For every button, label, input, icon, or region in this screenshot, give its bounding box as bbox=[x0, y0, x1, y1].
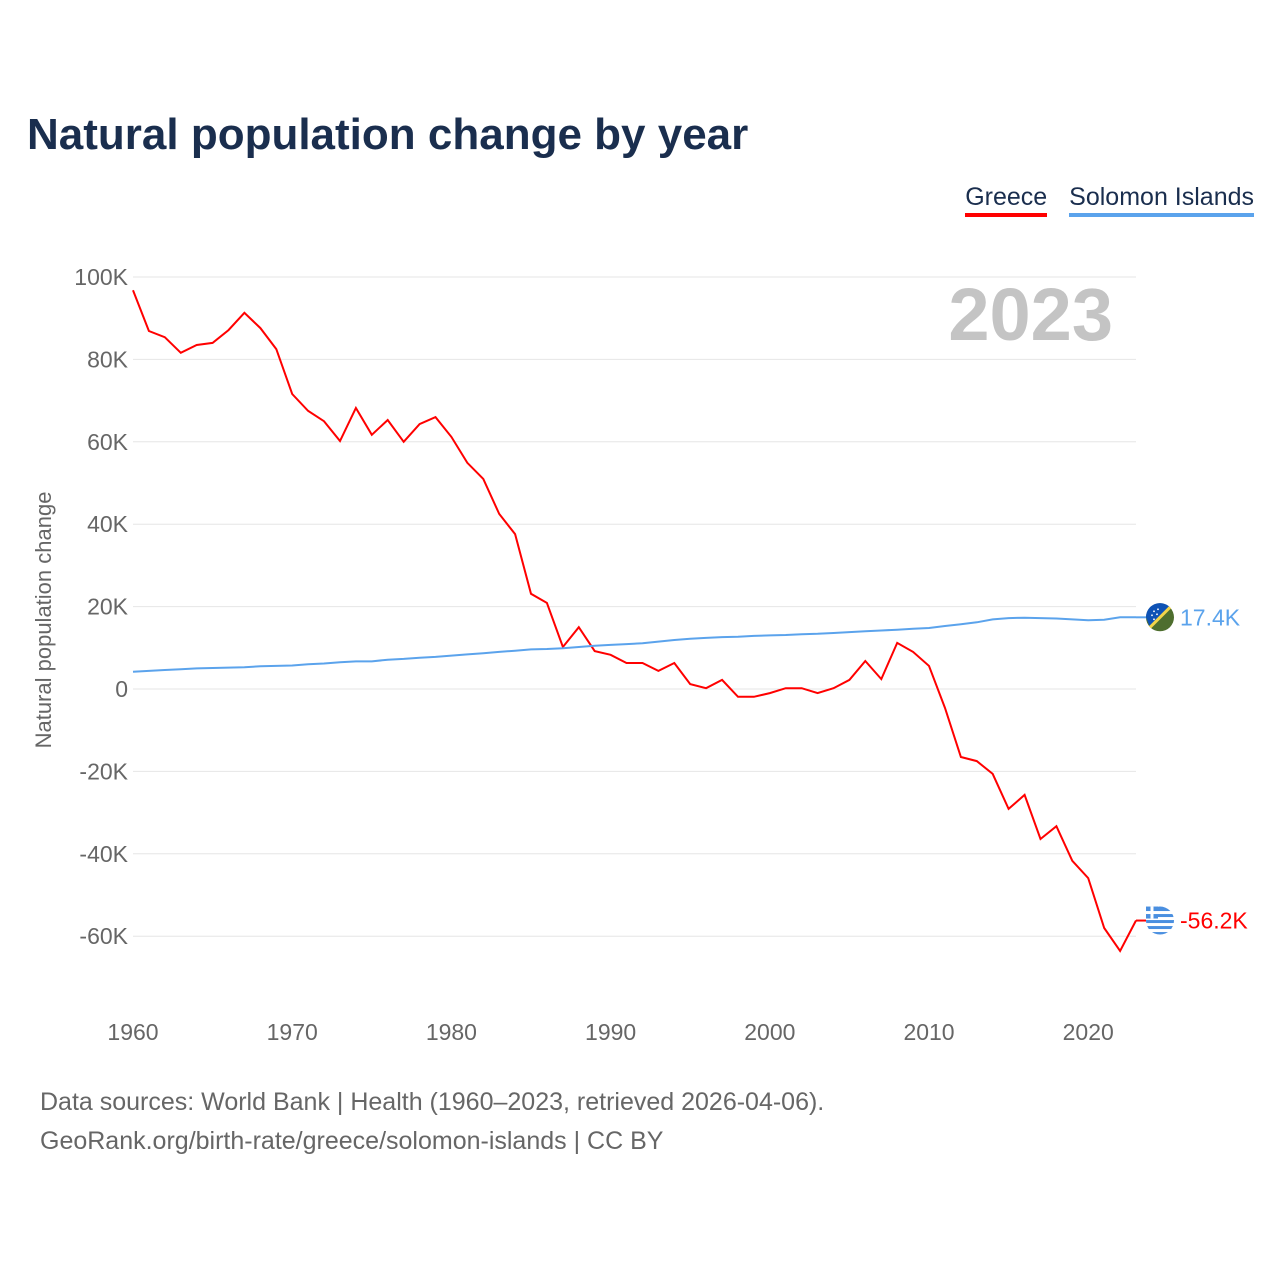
y-tick-label: 40K bbox=[87, 511, 129, 537]
chart-title: Natural population change by year bbox=[27, 110, 749, 159]
series-line-solomon-islands[interactable] bbox=[132, 616, 1136, 673]
y-tick-label: -20K bbox=[79, 758, 128, 784]
y-tick-label: 100K bbox=[74, 264, 128, 290]
footer-link[interactable]: GeoRank.org/birth-rate/greece/solomon-is… bbox=[40, 1127, 664, 1155]
x-tick-label: 1980 bbox=[426, 1019, 477, 1045]
y-tick-label: 20K bbox=[87, 594, 129, 620]
footer-sources: Data sources: World Bank | Health (1960–… bbox=[40, 1088, 825, 1116]
y-axis-label: Natural population change bbox=[31, 492, 56, 749]
end-value-label: 17.4K bbox=[1180, 604, 1241, 630]
legend: Greece Solomon Islands bbox=[965, 183, 1254, 217]
x-tick-label: 2000 bbox=[744, 1019, 795, 1045]
series-line-greece[interactable] bbox=[132, 289, 1137, 953]
y-tick-label: 0 bbox=[115, 676, 128, 702]
x-tick-label: 2020 bbox=[1063, 1019, 1114, 1045]
legend-greece[interactable]: Greece bbox=[965, 183, 1048, 217]
y-tick-label: -60K bbox=[79, 923, 128, 949]
y-tick-label: -40K bbox=[79, 841, 128, 867]
x-tick-label: 1970 bbox=[267, 1019, 318, 1045]
y-tick-label: 80K bbox=[87, 346, 129, 372]
end-value-label: -56.2K bbox=[1180, 908, 1248, 934]
x-tick-label: 1960 bbox=[107, 1019, 158, 1045]
year-watermark: 2023 bbox=[948, 273, 1113, 356]
greece-flag-icon bbox=[1146, 906, 1174, 935]
y-tick-label: 60K bbox=[87, 429, 129, 455]
solomon-islands-flag-icon bbox=[1145, 603, 1174, 632]
x-tick-label: 2010 bbox=[903, 1019, 954, 1045]
legend-solomon-islands[interactable]: Solomon Islands bbox=[1069, 183, 1254, 217]
x-tick-label: 1990 bbox=[585, 1019, 636, 1045]
